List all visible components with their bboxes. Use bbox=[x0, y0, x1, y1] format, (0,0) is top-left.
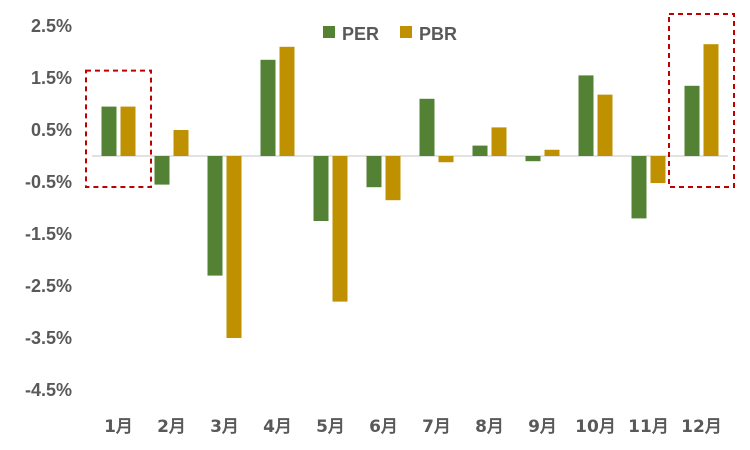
x-tick-label: 9月 bbox=[528, 417, 557, 437]
x-tick-label: 12月 bbox=[681, 417, 722, 437]
bar-pbr bbox=[438, 156, 454, 163]
x-tick-label: 1月 bbox=[104, 417, 133, 437]
y-tick-label: 2.5% bbox=[31, 16, 72, 36]
y-tick-label: -3.5% bbox=[25, 328, 72, 348]
bar-pbr bbox=[279, 46, 295, 156]
x-tick-label: 10月 bbox=[575, 417, 616, 437]
bar-pbr bbox=[226, 156, 242, 338]
x-tick-label: 6月 bbox=[369, 417, 398, 437]
x-axis: 1月 2月 3月 4月 5月 6月 7月 8月 9月 10月 11月 12月 bbox=[104, 417, 722, 437]
y-tick-label: -1.5% bbox=[25, 224, 72, 244]
y-tick-label: 1.5% bbox=[31, 68, 72, 88]
x-tick-label: 3月 bbox=[210, 417, 239, 437]
bar-pbr bbox=[703, 44, 719, 157]
bar-pbr bbox=[332, 156, 348, 302]
bar-per bbox=[684, 85, 700, 156]
bar-per bbox=[578, 75, 594, 156]
bar-pbr bbox=[385, 156, 401, 201]
bar-per bbox=[631, 156, 647, 219]
bar-per bbox=[260, 59, 276, 156]
bar-pbr bbox=[650, 156, 666, 184]
y-tick-label: 0.5% bbox=[31, 120, 72, 140]
y-axis: 2.5% 1.5% 0.5% -0.5% -1.5% -2.5% -3.5% -4.5% bbox=[25, 16, 72, 400]
x-tick-label: 2月 bbox=[157, 417, 186, 437]
bars bbox=[101, 44, 719, 338]
highlight-box bbox=[85, 69, 152, 188]
bar-pbr bbox=[544, 149, 560, 156]
bar-per bbox=[101, 106, 117, 156]
x-tick-label: 11月 bbox=[628, 417, 669, 437]
legend: PER PBR bbox=[323, 24, 457, 44]
legend-label-pbr: PBR bbox=[419, 24, 457, 44]
x-tick-label: 5月 bbox=[316, 417, 345, 437]
y-tick-label: -2.5% bbox=[25, 276, 72, 296]
bar-per bbox=[419, 98, 435, 156]
bar-per bbox=[154, 156, 170, 185]
bar-pbr bbox=[597, 94, 613, 156]
legend-swatch-pbr bbox=[400, 26, 412, 38]
x-tick-label: 7月 bbox=[422, 417, 451, 437]
y-tick-label: -0.5% bbox=[25, 172, 72, 192]
bar-per bbox=[472, 145, 488, 156]
x-tick-label: 4月 bbox=[263, 417, 292, 437]
legend-swatch-per bbox=[323, 26, 335, 38]
y-tick-label: -4.5% bbox=[25, 380, 72, 400]
bar-per bbox=[366, 156, 382, 188]
bar-pbr bbox=[491, 127, 507, 156]
bar-pbr bbox=[173, 130, 189, 156]
bar-per bbox=[313, 156, 329, 221]
bar-per bbox=[525, 156, 541, 162]
bar-pbr bbox=[120, 106, 136, 156]
bar-per bbox=[207, 156, 223, 276]
x-tick-label: 8月 bbox=[475, 417, 504, 437]
legend-label-per: PER bbox=[342, 24, 379, 44]
highlight-box bbox=[668, 13, 735, 188]
highlight-boxes bbox=[85, 13, 735, 188]
